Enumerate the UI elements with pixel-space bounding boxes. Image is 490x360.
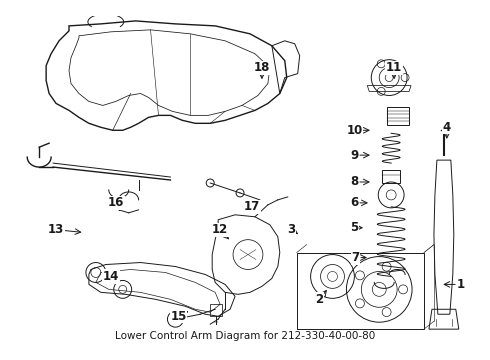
Text: Lower Control Arm Diagram for 212-330-40-00-80: Lower Control Arm Diagram for 212-330-40… [115,331,375,341]
Text: 17: 17 [244,201,260,213]
Text: 8: 8 [350,175,359,189]
Text: 5: 5 [350,221,359,234]
Text: 1: 1 [457,278,465,291]
Text: 3: 3 [288,223,296,236]
Text: 14: 14 [102,270,119,283]
Text: 13: 13 [48,223,64,236]
Text: 15: 15 [170,310,187,323]
Text: 11: 11 [386,61,402,74]
Text: 12: 12 [212,223,228,236]
Text: 2: 2 [316,293,323,306]
Text: 16: 16 [107,196,124,210]
Text: 4: 4 [443,121,451,134]
Text: 18: 18 [254,61,270,74]
Text: 7: 7 [351,251,360,264]
Text: 6: 6 [350,196,359,210]
Text: 9: 9 [350,149,359,162]
Text: 10: 10 [346,124,363,137]
